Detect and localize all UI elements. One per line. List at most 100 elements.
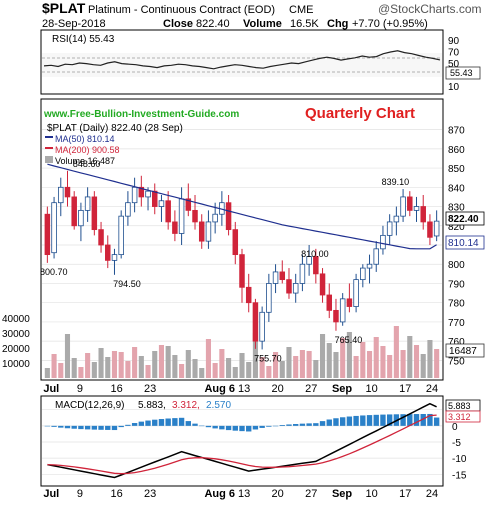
- macd-hist-bar: [152, 419, 158, 426]
- candle-body: [400, 196, 406, 217]
- macd-hist-bar: [299, 423, 306, 426]
- volume-bar: [44, 368, 50, 378]
- price-tick-label: 830: [448, 203, 465, 214]
- macd-hist-bar: [427, 413, 433, 426]
- instrument-name: Platinum - Continuous Contract (EOD): [88, 4, 275, 16]
- macd-hist-bar: [239, 425, 245, 432]
- last-volume-box: [445, 343, 485, 358]
- x-axis-label: 24: [426, 383, 438, 395]
- volume-bar: [427, 340, 433, 378]
- candle-body: [118, 215, 124, 256]
- volume-tick-label: 30000: [2, 329, 30, 340]
- rsi-current-label: 55.43: [450, 68, 473, 78]
- candle-body: [339, 298, 346, 323]
- candle-body: [259, 311, 265, 342]
- candle-body: [313, 256, 319, 275]
- macd-tick-label: -5: [452, 438, 461, 449]
- x-axis-label: 17: [399, 383, 411, 395]
- candle-body: [212, 213, 218, 223]
- candle-body: [373, 248, 379, 265]
- candle-body: [138, 186, 145, 198]
- chart-date: 28-Sep-2018: [42, 18, 106, 30]
- volume-bar: [326, 343, 332, 378]
- price-tick-label: 820: [448, 222, 465, 233]
- candle-body: [319, 273, 326, 296]
- macd-hist-bar: [246, 425, 252, 432]
- candle-body: [84, 196, 91, 211]
- candle-body: [172, 221, 178, 234]
- exchange: CME: [289, 4, 313, 16]
- volume-bar: [232, 367, 238, 378]
- price-annotation: 755.70: [254, 353, 282, 363]
- candle-body: [158, 200, 165, 207]
- candle-body: [272, 271, 279, 284]
- macd-hist-bar: [259, 425, 265, 428]
- macd-x-axis-label: 23: [144, 488, 156, 500]
- x-axis-label: 27: [305, 383, 317, 395]
- rsi-tick-label: 50: [448, 59, 460, 70]
- volume-bar: [172, 355, 178, 378]
- macd-x-axis-label: 9: [77, 488, 83, 500]
- macd-hist-bar: [306, 423, 312, 426]
- candle-body: [125, 202, 131, 217]
- last-ma50-box: [445, 235, 485, 250]
- price-tick-label: 780: [448, 299, 465, 310]
- candle-body: [239, 254, 245, 288]
- rsi-tick-label: 70: [448, 47, 460, 58]
- macd-hist-bar: [400, 414, 406, 426]
- rsi-tick-label: 90: [448, 36, 460, 47]
- volume-bar: [306, 351, 312, 378]
- macd-hist-bar: [178, 417, 185, 426]
- macd-hist-bar: [205, 425, 212, 428]
- watermark: @StockCharts.com: [378, 2, 482, 16]
- volume-tick-label: 40000: [2, 314, 30, 325]
- macd-hist-bar: [373, 414, 379, 426]
- last-volume-label: 16487: [449, 346, 477, 357]
- volume-bar: [413, 345, 420, 378]
- x-axis-label: 13: [238, 383, 250, 395]
- macd-hist-bar: [44, 425, 51, 427]
- macd-hist-bar: [360, 415, 366, 426]
- macd-signal-value: 3.312,: [172, 400, 200, 411]
- macd-tick-label: -10: [452, 454, 467, 465]
- volume-bar: [259, 357, 265, 378]
- volume-bar: [219, 349, 225, 378]
- x-axis-label: Jul: [43, 383, 59, 395]
- volume-bar: [212, 363, 218, 378]
- macd-hist-bar: [279, 425, 285, 426]
- macd-hist-bar: [185, 421, 191, 426]
- volume-bar: [118, 352, 124, 378]
- macd-hist-value: 2.570: [206, 400, 231, 411]
- macd-x-axis-label: 27: [305, 488, 317, 500]
- candle-body: [178, 198, 185, 234]
- macd-hist-bar: [78, 425, 84, 430]
- candle-body: [299, 263, 306, 284]
- volume-bar: [434, 349, 440, 378]
- macd-hist-bar: [319, 421, 326, 426]
- candle-body: [145, 190, 151, 198]
- macd-hist-bar: [407, 414, 413, 426]
- macd-hist-bar: [232, 425, 238, 431]
- volume-bar: [246, 362, 252, 378]
- macd-frame: [40, 395, 444, 487]
- volume-bar: [340, 338, 346, 378]
- macd-value: 5.883,: [138, 400, 166, 411]
- macd-hist-bar: [165, 418, 171, 426]
- volume-bar: [71, 358, 77, 378]
- macd-hist-bar: [293, 424, 299, 426]
- candle-body: [427, 221, 433, 238]
- candle-body: [64, 186, 71, 198]
- candle-body: [360, 267, 366, 281]
- volume-bar: [366, 351, 373, 378]
- x-axis-label: 10: [366, 383, 378, 395]
- close-value: 822.40: [196, 18, 230, 30]
- price-annotation: 839.10: [382, 177, 410, 187]
- candle-body: [51, 202, 57, 254]
- candle-body: [165, 200, 171, 223]
- volume-bar: [279, 361, 285, 378]
- candle-body: [151, 190, 158, 207]
- candle-body: [286, 279, 292, 294]
- x-axis-label: 16: [110, 383, 122, 395]
- volume-bar: [319, 334, 326, 378]
